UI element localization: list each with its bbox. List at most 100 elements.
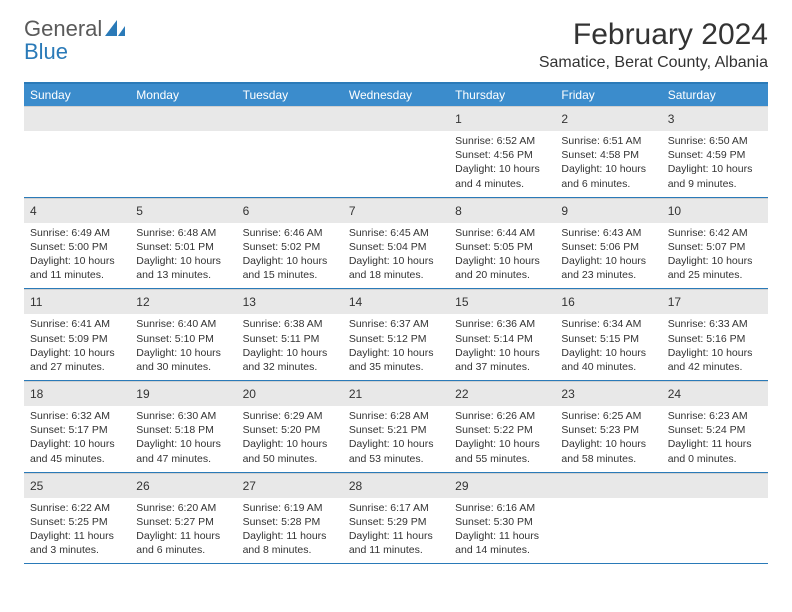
- daylight2-text: and 37 minutes.: [455, 360, 549, 374]
- day-number-bar: 27: [237, 473, 343, 498]
- day-number-bar: 22: [449, 381, 555, 406]
- page: General Blue February 2024 Samatice, Ber…: [0, 0, 792, 582]
- daylight1-text: Daylight: 10 hours: [561, 437, 655, 451]
- day-number-bar: 2: [555, 106, 661, 131]
- day-number: 1: [455, 112, 462, 126]
- day-number: 9: [561, 204, 568, 218]
- sunset-text: Sunset: 5:01 PM: [136, 240, 230, 254]
- daylight2-text: and 11 minutes.: [349, 543, 443, 557]
- sunrise-text: Sunrise: 6:23 AM: [668, 409, 762, 423]
- day-number: 29: [455, 479, 468, 493]
- sunrise-text: Sunrise: 6:40 AM: [136, 317, 230, 331]
- day-cell: 6Sunrise: 6:46 AMSunset: 5:02 PMDaylight…: [237, 198, 343, 289]
- day-number: 15: [455, 295, 468, 309]
- sunset-text: Sunset: 5:02 PM: [243, 240, 337, 254]
- daylight2-text: and 8 minutes.: [243, 543, 337, 557]
- day-number-bar: 4: [24, 198, 130, 223]
- day-number: 4: [30, 204, 37, 218]
- sunrise-text: Sunrise: 6:50 AM: [668, 134, 762, 148]
- daylight2-text: and 47 minutes.: [136, 452, 230, 466]
- day-cell: 14Sunrise: 6:37 AMSunset: 5:12 PMDayligh…: [343, 289, 449, 380]
- day-cell: 9 Sunrise: 6:43 AMSunset: 5:06 PMDaylight…: [555, 198, 661, 289]
- sunset-text: Sunset: 5:24 PM: [668, 423, 762, 437]
- daylight2-text: and 23 minutes.: [561, 268, 655, 282]
- daylight2-text: and 14 minutes.: [455, 543, 549, 557]
- empty-day-body: [343, 131, 449, 140]
- sunrise-text: Sunrise: 6:29 AM: [243, 409, 337, 423]
- day-body: Sunrise: 6:28 AMSunset: 5:21 PMDaylight:…: [343, 406, 449, 472]
- day-cell: 11Sunrise: 6:41 AMSunset: 5:09 PMDayligh…: [24, 289, 130, 380]
- day-number: 12: [136, 295, 149, 309]
- empty-day-bar: [24, 106, 130, 131]
- day-number: 27: [243, 479, 256, 493]
- day-body: Sunrise: 6:38 AMSunset: 5:11 PMDaylight:…: [237, 314, 343, 380]
- day-number: 2: [561, 112, 568, 126]
- empty-day-body: [237, 131, 343, 140]
- daylight1-text: Daylight: 10 hours: [561, 346, 655, 360]
- day-body: Sunrise: 6:49 AMSunset: 5:00 PMDaylight:…: [24, 223, 130, 289]
- day-number-bar: 21: [343, 381, 449, 406]
- sunrise-text: Sunrise: 6:26 AM: [455, 409, 549, 423]
- sunset-text: Sunset: 4:59 PM: [668, 148, 762, 162]
- day-cell: 2Sunrise: 6:51 AMSunset: 4:58 PMDaylight…: [555, 106, 661, 197]
- daylight1-text: Daylight: 10 hours: [30, 254, 124, 268]
- day-cell: 3Sunrise: 6:50 AMSunset: 4:59 PMDaylight…: [662, 106, 768, 197]
- sunrise-text: Sunrise: 6:38 AM: [243, 317, 337, 331]
- sunset-text: Sunset: 5:29 PM: [349, 515, 443, 529]
- day-cell: [343, 106, 449, 197]
- day-number: 16: [561, 295, 574, 309]
- sunrise-text: Sunrise: 6:34 AM: [561, 317, 655, 331]
- sunrise-text: Sunrise: 6:37 AM: [349, 317, 443, 331]
- day-number-bar: 8: [449, 198, 555, 223]
- daylight1-text: Daylight: 10 hours: [349, 254, 443, 268]
- empty-day-bar: [555, 473, 661, 498]
- sunrise-text: Sunrise: 6:41 AM: [30, 317, 124, 331]
- sunrise-text: Sunrise: 6:19 AM: [243, 501, 337, 515]
- sunset-text: Sunset: 5:05 PM: [455, 240, 549, 254]
- day-body: Sunrise: 6:43 AMSunset: 5:06 PMDaylight:…: [555, 223, 661, 289]
- daylight1-text: Daylight: 11 hours: [136, 529, 230, 543]
- empty-day-bar: [343, 106, 449, 131]
- day-number-bar: 10: [662, 198, 768, 223]
- day-number: 20: [243, 387, 256, 401]
- daylight2-text: and 13 minutes.: [136, 268, 230, 282]
- daylight1-text: Daylight: 10 hours: [30, 346, 124, 360]
- day-number: 10: [668, 204, 681, 218]
- sunset-text: Sunset: 5:16 PM: [668, 332, 762, 346]
- sunset-text: Sunset: 5:15 PM: [561, 332, 655, 346]
- day-cell: 29 Sunrise: 6:16 AMSunset: 5:30 PMDayligh…: [449, 473, 555, 564]
- day-cell: 27 Sunrise: 6:19 AMSunset: 5:28 PMDayligh…: [237, 473, 343, 564]
- day-number-bar: 18: [24, 381, 130, 406]
- title-block: February 2024 Samatice, Berat County, Al…: [539, 18, 768, 72]
- daylight1-text: Daylight: 10 hours: [349, 346, 443, 360]
- day-cell: 23Sunrise: 6:25 AMSunset: 5:23 PMDayligh…: [555, 381, 661, 472]
- sunset-text: Sunset: 5:00 PM: [30, 240, 124, 254]
- weekday-header-row: Sunday Monday Tuesday Wednesday Thursday…: [24, 84, 768, 106]
- sunrise-text: Sunrise: 6:45 AM: [349, 226, 443, 240]
- sunset-text: Sunset: 5:17 PM: [30, 423, 124, 437]
- empty-day-bar: [237, 106, 343, 131]
- day-cell: [24, 106, 130, 197]
- day-body: Sunrise: 6:33 AMSunset: 5:16 PMDaylight:…: [662, 314, 768, 380]
- week-row: 25Sunrise: 6:22 AMSunset: 5:25 PMDayligh…: [24, 473, 768, 565]
- day-body: Sunrise: 6:19 AMSunset: 5:28 PMDaylight:…: [237, 498, 343, 564]
- daylight2-text: and 20 minutes.: [455, 268, 549, 282]
- day-number-bar: 12: [130, 289, 236, 314]
- day-body: Sunrise: 6:23 AMSunset: 5:24 PMDaylight:…: [662, 406, 768, 472]
- day-number: 24: [668, 387, 681, 401]
- day-cell: 10Sunrise: 6:42 AMSunset: 5:07 PMDayligh…: [662, 198, 768, 289]
- day-number-bar: 3: [662, 106, 768, 131]
- sunset-text: Sunset: 5:21 PM: [349, 423, 443, 437]
- daylight2-text: and 18 minutes.: [349, 268, 443, 282]
- day-cell: 18Sunrise: 6:32 AMSunset: 5:17 PMDayligh…: [24, 381, 130, 472]
- sunrise-text: Sunrise: 6:51 AM: [561, 134, 655, 148]
- sunrise-text: Sunrise: 6:16 AM: [455, 501, 549, 515]
- daylight2-text: and 4 minutes.: [455, 177, 549, 191]
- daylight1-text: Daylight: 10 hours: [455, 346, 549, 360]
- empty-day-body: [130, 131, 236, 140]
- day-body: Sunrise: 6:16 AMSunset: 5:30 PMDaylight:…: [449, 498, 555, 564]
- daylight1-text: Daylight: 11 hours: [243, 529, 337, 543]
- sunrise-text: Sunrise: 6:22 AM: [30, 501, 124, 515]
- sunrise-text: Sunrise: 6:49 AM: [30, 226, 124, 240]
- empty-day-body: [662, 498, 768, 507]
